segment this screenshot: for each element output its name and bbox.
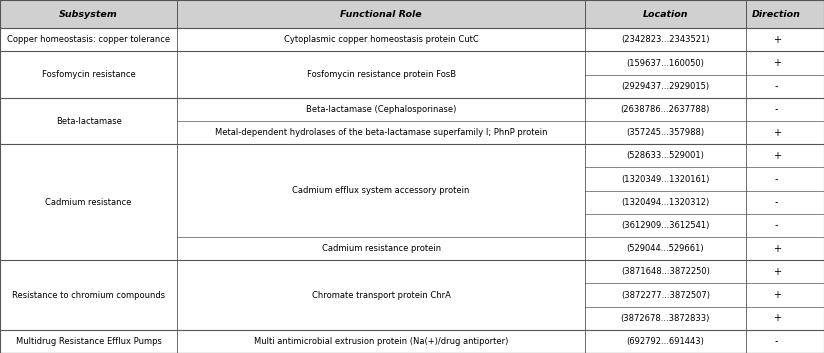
Text: Multidrug Resistance Efflux Pumps: Multidrug Resistance Efflux Pumps — [16, 337, 162, 346]
Text: (1320494...1320312): (1320494...1320312) — [621, 198, 709, 207]
Text: (528633...529001): (528633...529001) — [626, 151, 705, 160]
Text: (357245...357988): (357245...357988) — [626, 128, 705, 137]
Text: Resistance to chromium compounds: Resistance to chromium compounds — [12, 291, 165, 299]
Text: (3612909...3612541): (3612909...3612541) — [621, 221, 709, 230]
Text: Beta-lactamase: Beta-lactamase — [56, 116, 121, 126]
Text: (2638786...2637788): (2638786...2637788) — [620, 105, 710, 114]
Text: (2342823...2343521): (2342823...2343521) — [621, 35, 709, 44]
Text: (159637...160050): (159637...160050) — [626, 59, 705, 67]
Text: Metal-dependent hydrolases of the beta-lactamase superfamily I; PhnP protein: Metal-dependent hydrolases of the beta-l… — [215, 128, 547, 137]
Text: Cadmium resistance: Cadmium resistance — [45, 198, 132, 207]
Text: +: + — [773, 35, 780, 45]
Text: Cadmium resistance protein: Cadmium resistance protein — [321, 244, 441, 253]
Text: +: + — [773, 128, 780, 138]
Text: -: - — [775, 174, 779, 184]
Text: -: - — [775, 220, 779, 231]
Text: Chromate transport protein ChrA: Chromate transport protein ChrA — [311, 291, 451, 299]
Text: +: + — [773, 267, 780, 277]
Text: (3872678...3872833): (3872678...3872833) — [620, 314, 710, 323]
Text: Location: Location — [643, 10, 688, 19]
Text: (529044...529661): (529044...529661) — [626, 244, 705, 253]
Text: Direction: Direction — [752, 10, 801, 19]
Text: Cadmium efflux system accessory protein: Cadmium efflux system accessory protein — [293, 186, 470, 195]
Text: +: + — [773, 58, 780, 68]
Text: Functional Role: Functional Role — [340, 10, 422, 19]
Text: (692792...691443): (692792...691443) — [626, 337, 705, 346]
Text: (3872277...3872507): (3872277...3872507) — [620, 291, 710, 299]
Text: +: + — [773, 290, 780, 300]
Text: (3871648...3872250): (3871648...3872250) — [621, 267, 709, 276]
Text: +: + — [773, 244, 780, 253]
Text: Cytoplasmic copper homeostasis protein CutC: Cytoplasmic copper homeostasis protein C… — [283, 35, 479, 44]
Text: Multi antimicrobial extrusion protein (Na(+)/drug antiporter): Multi antimicrobial extrusion protein (N… — [254, 337, 508, 346]
Text: +: + — [773, 313, 780, 323]
Text: Fosfomycin resistance protein FosB: Fosfomycin resistance protein FosB — [307, 70, 456, 79]
Text: -: - — [775, 197, 779, 207]
Text: (2929437...2929015): (2929437...2929015) — [621, 82, 709, 91]
Text: Copper homeostasis: copper tolerance: Copper homeostasis: copper tolerance — [7, 35, 170, 44]
Text: -: - — [775, 81, 779, 91]
Text: Fosfomycin resistance: Fosfomycin resistance — [42, 70, 135, 79]
Bar — [0, 0, 824, 28]
Text: -: - — [775, 336, 779, 346]
Text: Beta-lactamase (Cephalosporinase): Beta-lactamase (Cephalosporinase) — [306, 105, 456, 114]
Text: (1320349...1320161): (1320349...1320161) — [621, 174, 709, 184]
Text: -: - — [775, 104, 779, 114]
Text: +: + — [773, 151, 780, 161]
Text: Subsystem: Subsystem — [59, 10, 118, 19]
